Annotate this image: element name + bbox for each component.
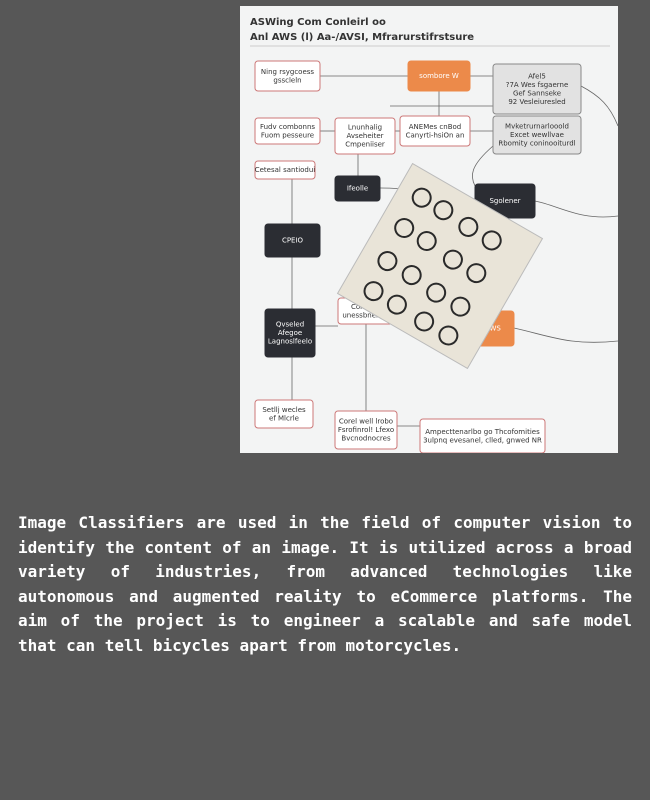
node-label: Ning rsygcoess bbox=[261, 68, 314, 76]
node-label: 3ulpnq evesanel, clled, gnwed NR bbox=[423, 436, 542, 444]
node-box bbox=[334, 410, 398, 450]
node-label: ?7A Wes fsgaerne bbox=[506, 81, 569, 89]
node-box bbox=[419, 418, 546, 453]
node-label: Bvcnodnocres bbox=[341, 435, 391, 443]
node-box bbox=[407, 60, 471, 92]
node-box bbox=[492, 63, 582, 115]
diagram-title: Anl AWS (l) Aa-/AVSI, Mfrarurstifrstsure bbox=[250, 32, 474, 43]
connectors bbox=[291, 75, 618, 427]
node-label: Avseheiter bbox=[346, 132, 383, 140]
description: Image Classifiers are used in the field … bbox=[18, 513, 632, 655]
node-label: Qvseled bbox=[276, 321, 304, 329]
node-label: Ampecttenarlbo go Thcofomities bbox=[425, 428, 540, 436]
node-label: Afegoe bbox=[278, 329, 302, 337]
node-label: 92 Vesleiuresled bbox=[508, 98, 565, 106]
node-label: Mvketrurnarlooold bbox=[505, 123, 569, 131]
node-label: Cmpeniiser bbox=[345, 141, 385, 149]
node-label: Fsrofinrol! Lfexo bbox=[338, 426, 394, 434]
node-box bbox=[399, 115, 471, 147]
bikes bbox=[363, 187, 502, 346]
node-label: ef Mlcrle bbox=[269, 414, 299, 422]
node-box bbox=[254, 160, 316, 180]
node-label: Afel5 bbox=[528, 72, 546, 80]
node-label: Canyrti-hsiOn an bbox=[406, 131, 465, 139]
node-label: CPEIO bbox=[282, 237, 304, 245]
node-label: Gef Sannseke bbox=[513, 89, 561, 97]
node-label: Cetesal santiodui bbox=[255, 166, 316, 174]
diagram-image: ASWing Com Conleirl oo Anl AWS (l) Aa-/A… bbox=[240, 6, 618, 453]
node-box bbox=[254, 399, 314, 429]
node-box bbox=[334, 175, 381, 202]
node-box bbox=[254, 117, 321, 145]
node-box bbox=[264, 223, 321, 258]
node-label: ANEMes cnBod bbox=[409, 123, 461, 131]
node-box bbox=[334, 117, 396, 155]
node-box bbox=[492, 115, 582, 155]
photo-collage bbox=[336, 162, 544, 370]
node-label: unessbner olo bbox=[342, 311, 391, 319]
node-label: gsscleln bbox=[273, 76, 301, 84]
node-label: Lagnoslfeelo bbox=[268, 338, 312, 346]
node-label: Excet wewllvae bbox=[510, 131, 564, 139]
node-label: Sgolener bbox=[489, 197, 520, 205]
diagram-title: ASWing Com Conleirl oo bbox=[250, 17, 386, 28]
node-label: Ifeolle bbox=[347, 185, 368, 193]
node-label: Setllj wecles bbox=[262, 406, 306, 414]
node-box bbox=[264, 308, 316, 358]
node-label: Rbomity coninooiturdl bbox=[498, 140, 575, 148]
photo bbox=[336, 162, 544, 370]
node-label: Fuom pesseure bbox=[261, 131, 314, 139]
node-label: Lnunhalig bbox=[348, 124, 382, 132]
node-label: Corel well lrobo bbox=[339, 418, 393, 426]
node-label: Fudv combonns bbox=[260, 123, 315, 131]
node-label: AWS bbox=[485, 325, 501, 333]
node-box bbox=[254, 60, 321, 92]
node-label: sombore W bbox=[419, 72, 459, 80]
